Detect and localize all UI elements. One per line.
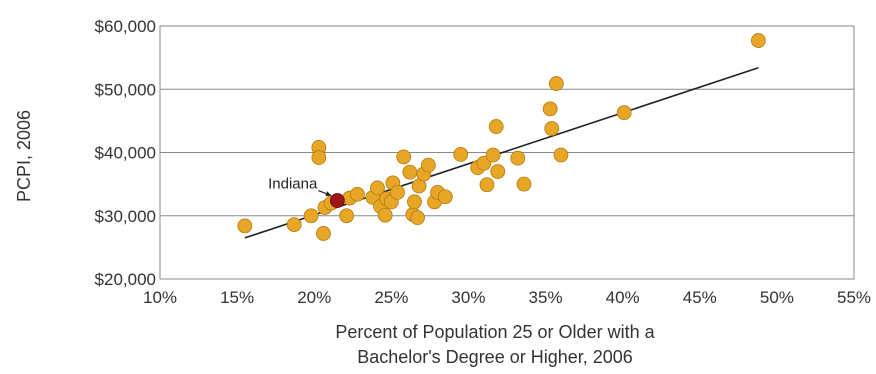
x-tick-label: 40%: [606, 288, 640, 307]
data-point: [485, 147, 501, 163]
x-tick-label: 35%: [529, 288, 563, 307]
data-point: [750, 33, 766, 48]
x-tick-label: 15%: [220, 288, 254, 307]
x-axis-label-line-2: Bachelor's Degree or Higher, 2006: [357, 347, 633, 367]
data-point: [548, 76, 564, 91]
y-tick-label: $30,000: [95, 207, 156, 226]
data-point: [510, 150, 526, 166]
annotation-arrow-head: [325, 191, 332, 197]
data-point: [437, 189, 453, 205]
annotation-layer: Indiana: [268, 176, 332, 197]
x-tick-label: 50%: [760, 288, 794, 307]
data-point: [490, 164, 506, 179]
points-layer: [237, 33, 766, 241]
plot-frame: [159, 25, 855, 280]
x-tick-label: 55%: [837, 288, 871, 307]
data-point: [237, 218, 253, 234]
y-tick-label: $20,000: [95, 270, 156, 289]
data-point: [402, 164, 418, 180]
data-point: [370, 180, 385, 196]
y-tick-label: $50,000: [95, 80, 156, 99]
data-point: [542, 101, 558, 117]
annotation-label: Indiana: [268, 176, 318, 193]
data-point: [339, 208, 355, 224]
data-point: [553, 147, 569, 163]
y-axis-label: PCPI, 2006: [14, 110, 34, 202]
data-point: [390, 184, 405, 200]
data-point: [377, 207, 393, 223]
x-axis-label-line-1: Percent of Population 25 or Older with a: [335, 322, 655, 342]
x-tick-label: 45%: [683, 288, 717, 307]
data-point: [488, 119, 504, 134]
data-point-highlighted: [329, 193, 345, 208]
data-point: [616, 105, 632, 121]
data-point: [303, 208, 319, 224]
data-point: [516, 176, 532, 192]
data-point: [350, 186, 365, 202]
data-point: [396, 149, 412, 165]
data-point: [544, 121, 560, 136]
grid-layer: [160, 25, 854, 280]
y-tick-label: $40,000: [95, 144, 156, 163]
x-tick-label: 25%: [374, 288, 408, 307]
data-point: [316, 226, 331, 241]
data-point: [407, 194, 422, 210]
data-point: [453, 146, 469, 162]
y-tick-label: $60,000: [95, 17, 156, 36]
x-tick-label: 10%: [143, 288, 177, 307]
data-point: [410, 210, 425, 226]
data-point: [311, 150, 327, 165]
y-tick-labels: $20,000 $30,000 $40,000 $50,000 $60,000: [95, 17, 156, 289]
x-tick-label: 20%: [297, 288, 331, 307]
data-point: [479, 177, 495, 193]
x-tick-labels: 10% 15% 20% 25% 30% 35% 40% 45% 50% 55%: [143, 288, 871, 307]
data-point: [476, 155, 492, 171]
data-point: [286, 217, 302, 233]
x-tick-label: 30%: [451, 288, 485, 307]
data-point: [420, 157, 436, 173]
